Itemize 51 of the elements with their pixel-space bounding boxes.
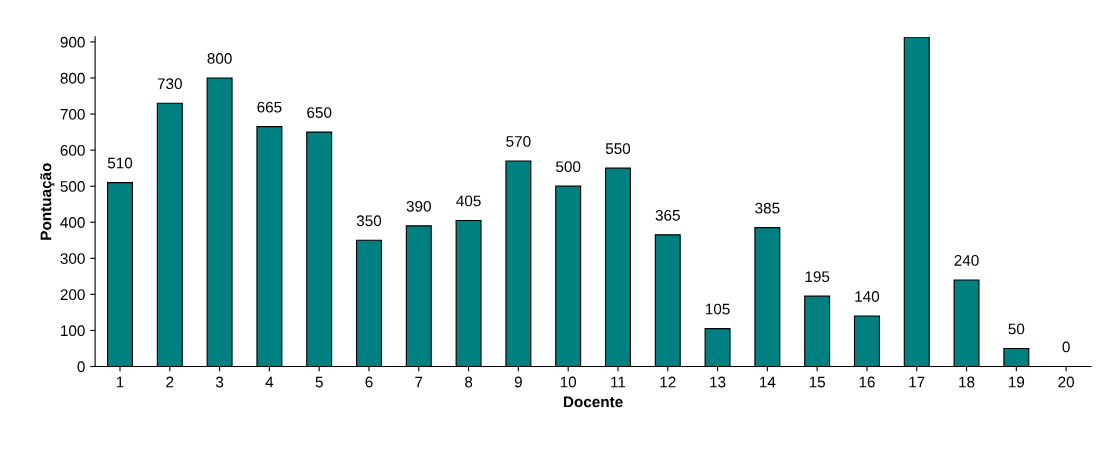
x-tick-label: 18 (959, 376, 975, 388)
x-tick-label: 3 (215, 376, 224, 388)
data-label: 405 (456, 195, 481, 207)
data-label: 800 (207, 53, 232, 64)
x-tick-label: 8 (465, 376, 473, 388)
data-label: 50 (1008, 323, 1025, 335)
x-tick-label: 17 (909, 376, 925, 388)
x-tick-label: 6 (365, 376, 373, 388)
x-tick-label: 11 (611, 376, 626, 388)
x-axis-title: Docente (563, 396, 623, 408)
y-tick-label: 200 (60, 289, 85, 301)
data-label: 365 (655, 209, 680, 221)
data-label: 105 (705, 303, 730, 315)
data-label: 665 (257, 101, 282, 113)
data-label: 240 (954, 254, 979, 266)
x-tick-label: 1 (116, 376, 124, 388)
data-label: 570 (506, 135, 531, 147)
y-axis-title: Pontuação (40, 163, 55, 240)
y-tick-label: 400 (60, 217, 85, 228)
data-label: 385 (755, 202, 780, 214)
x-tick-label: 2 (166, 376, 174, 388)
y-tick-label: 500 (60, 181, 85, 192)
data-label: 550 (605, 143, 631, 155)
x-tick-label: 7 (415, 376, 423, 388)
data-label: 650 (307, 107, 332, 118)
x-tick-label: 13 (710, 376, 726, 388)
y-tick-label: 100 (61, 325, 85, 337)
data-label: 390 (406, 200, 431, 212)
x-tick-label: 19 (1009, 376, 1025, 388)
x-tick-label: 15 (809, 376, 826, 388)
x-tick-label: 9 (514, 376, 522, 388)
y-tick-label: 0 (77, 361, 85, 373)
y-tick-label: 700 (60, 108, 85, 120)
x-tick-label: 12 (660, 376, 676, 388)
x-tick-label: 20 (1058, 376, 1075, 388)
y-tick-label: 900 (60, 36, 85, 48)
x-tick-label: 5 (315, 376, 323, 388)
data-label: 140 (855, 291, 880, 302)
data-label: 195 (805, 271, 830, 283)
x-tick-label: 14 (760, 376, 776, 388)
data-label: 500 (556, 161, 581, 173)
data-label: 350 (356, 215, 382, 227)
y-tick-label: 300 (60, 253, 85, 264)
data-label: 730 (157, 78, 182, 90)
x-tick-label: 10 (560, 376, 577, 388)
x-tick-label: 4 (265, 376, 274, 388)
y-tick-label: 800 (60, 72, 85, 84)
data-label: 510 (107, 157, 133, 169)
y-tick-label: 600 (60, 144, 85, 156)
x-tick-label: 16 (859, 376, 875, 388)
data-label: 0 (1062, 341, 1070, 353)
